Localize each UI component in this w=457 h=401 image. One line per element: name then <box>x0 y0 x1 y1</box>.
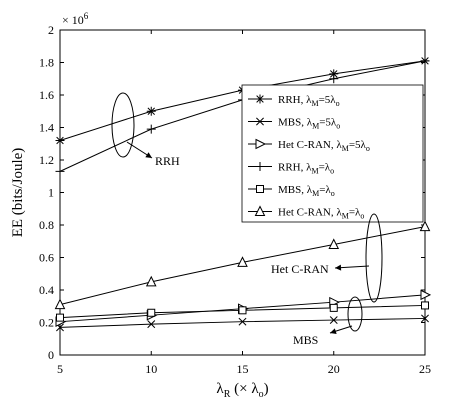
data-point <box>421 314 429 323</box>
y-axis-label: EE (bits/Joule) <box>10 148 26 238</box>
y-tick-label: 1.2 <box>39 153 54 167</box>
x-tick-label: 25 <box>419 362 431 376</box>
legend-marker <box>255 138 267 150</box>
data-point <box>55 166 65 176</box>
data-point <box>147 320 156 329</box>
x-tick-label: 5 <box>57 362 63 376</box>
hetcran-ellipse <box>365 213 383 303</box>
legend-item: Het C-RAN, λM=λo <box>248 205 364 221</box>
data-point <box>329 74 339 84</box>
data-point <box>420 56 430 66</box>
data-point <box>55 136 65 145</box>
data-point <box>419 220 431 232</box>
data-point <box>329 316 338 325</box>
hetcran-annotation: Het C-RAN <box>271 262 329 276</box>
data-point <box>145 275 157 287</box>
legend-label: RRH, λM=5λo <box>278 94 340 108</box>
x-tick-label: 15 <box>237 362 249 376</box>
data-point <box>147 308 156 317</box>
rrh-arrow <box>126 141 153 159</box>
legend-label: MBS, λM=5λo <box>278 117 340 131</box>
y-tick-label: 1.4 <box>39 121 54 135</box>
axes: 5 10 15 20 25 0 0.2 0.4 0.6 0.8 1 1.2 1.4 1.6 1.8 2 × 10… <box>10 11 431 400</box>
annotations: RRH Het C-RAN MBS <box>111 92 383 347</box>
legend-marker <box>255 162 265 171</box>
legend-label: Het C-RAN, λM=λo <box>278 207 364 221</box>
legend: RRH, λM=5λo MBS, λM=5λo Het C-RAN, λM=5λo R… <box>241 84 424 223</box>
data-point <box>328 238 340 249</box>
mbs-arrow <box>329 325 353 335</box>
data-point <box>146 106 156 116</box>
legend-label: Het C-RAN, λM=5λo <box>278 139 370 153</box>
data-point <box>329 303 338 312</box>
legend-marker <box>255 94 265 104</box>
x-tick-label: 10 <box>145 362 157 376</box>
legend-marker <box>256 117 264 126</box>
data-point <box>421 301 429 310</box>
rrh-ellipse <box>111 92 135 158</box>
legend-label: MBS, λM=λo <box>278 184 335 198</box>
data-point <box>237 256 248 267</box>
legend-item: MBS, λM=5λo <box>248 117 340 131</box>
legend-item: MBS, λM=λo <box>248 184 335 198</box>
legend-box <box>241 84 424 223</box>
y-tick-label: 2 <box>48 23 54 37</box>
y-tick-label: 1 <box>48 186 54 200</box>
rrh-annotation: RRH <box>155 154 180 168</box>
data-point <box>420 289 432 301</box>
legend-item: RRH, λM=5λo <box>248 94 340 108</box>
y-tick-label: 0.2 <box>39 316 54 330</box>
y-tick-label: 0.6 <box>39 251 54 265</box>
legend-item: Het C-RAN, λM=5λo <box>248 138 370 153</box>
legend-item: RRH, λM=λo <box>248 162 334 176</box>
series-5 <box>54 220 431 310</box>
y-multiplier: × 106 <box>62 11 89 27</box>
series-1 <box>56 314 429 332</box>
y-tick-label: 0.8 <box>39 218 54 232</box>
y-tick-label: 1.8 <box>39 56 54 70</box>
x-axis-label: λR (× λo) <box>216 381 268 400</box>
y-tick-label: 1.6 <box>39 88 54 102</box>
legend-label: RRH, λM=λo <box>278 162 334 176</box>
data-point <box>238 317 247 326</box>
hetcran-arrow <box>334 264 370 271</box>
series-line <box>59 317 426 328</box>
series-layer <box>54 56 432 332</box>
series-4 <box>56 301 429 322</box>
x-tick-label: 20 <box>328 362 340 376</box>
data-point <box>329 69 339 79</box>
y-tick-label: 0 <box>48 348 54 362</box>
mbs-ellipse <box>347 296 363 332</box>
data-point <box>56 313 64 322</box>
data-point <box>54 298 66 310</box>
data-point <box>146 124 156 134</box>
legend-marker <box>254 205 266 216</box>
legend-marker <box>256 185 264 193</box>
y-tick-label: 0.4 <box>39 283 54 297</box>
data-point <box>238 306 247 315</box>
mbs-annotation: MBS <box>293 333 318 347</box>
